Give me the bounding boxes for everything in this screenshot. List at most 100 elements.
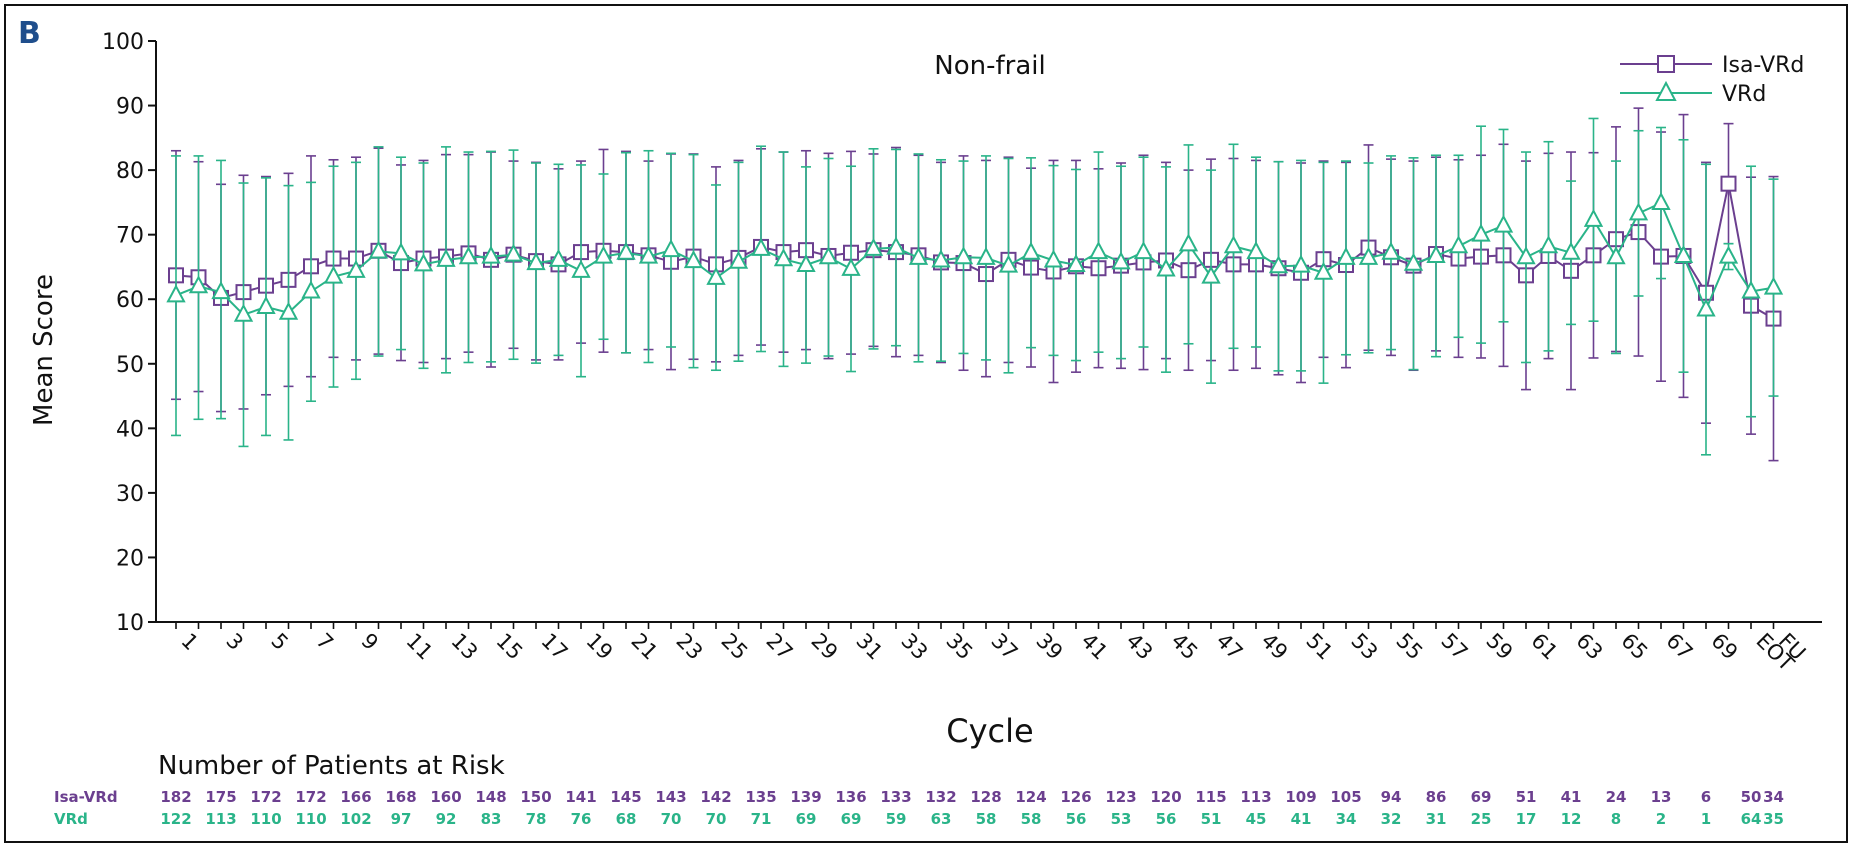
- at-risk-value: 34: [1763, 788, 1784, 806]
- at-risk-value: 139: [790, 788, 821, 806]
- at-risk-value: 113: [1240, 788, 1271, 806]
- at-risk-value: 70: [706, 810, 727, 828]
- data-point: [683, 250, 704, 269]
- at-risk-row: VRd 122 113 110 110 102 97 92 83 78 76 68 70 70 71 69 69…: [54, 810, 1784, 828]
- data-point: [503, 243, 524, 262]
- x-tick-label: 23: [671, 629, 707, 665]
- data-point: [953, 246, 974, 265]
- at-risk-value: 51: [1201, 810, 1222, 828]
- at-risk-value: 35: [1763, 810, 1784, 828]
- x-tick-label: 31: [851, 629, 887, 665]
- data-point: [413, 253, 434, 272]
- at-risk-value: 58: [976, 810, 997, 828]
- data-point: [706, 266, 726, 285]
- data-point: [886, 236, 906, 255]
- data-point: [1606, 246, 1626, 265]
- data-point: [1088, 240, 1109, 260]
- data-point: [1448, 235, 1469, 254]
- data-point: [1538, 235, 1559, 254]
- at-risk-header: Number of Patients at Risk: [158, 751, 505, 781]
- at-risk-value: 56: [1066, 810, 1087, 828]
- y-tick-label: 100: [102, 30, 144, 55]
- at-risk-value: 83: [481, 810, 502, 828]
- at-risk-value: 51: [1516, 788, 1537, 806]
- x-tick-label: 45: [1166, 629, 1202, 665]
- at-risk-row: Isa-VRd 182 175 172 172 166 168 160 148 150 141 145…: [54, 788, 1784, 806]
- x-tick-label: 17: [536, 629, 572, 665]
- data-point: [1763, 276, 1784, 295]
- at-risk-value: 58: [1021, 810, 1042, 828]
- at-risk-value: 148: [475, 788, 506, 806]
- x-tick-label: 27: [761, 629, 797, 665]
- at-risk-value: 145: [610, 788, 641, 806]
- at-risk-value: 128: [970, 788, 1001, 806]
- data-point: [548, 248, 569, 267]
- at-risk-value: 110: [250, 810, 281, 828]
- at-risk-value: 56: [1156, 810, 1177, 828]
- y-tick-label: 50: [116, 353, 144, 378]
- data-point: [1426, 244, 1446, 263]
- data-point: [323, 265, 344, 284]
- at-risk-value: 71: [751, 810, 772, 828]
- legend-label: VRd: [1722, 82, 1766, 107]
- at-risk-value: 68: [616, 810, 637, 828]
- x-tick-label: 11: [401, 629, 437, 665]
- y-axis-label: Mean Score: [29, 274, 59, 426]
- at-risk-value: 78: [526, 810, 547, 828]
- panel-letter: B: [18, 16, 41, 51]
- at-risk-value: 69: [841, 810, 862, 828]
- data-point: [1223, 235, 1244, 254]
- at-risk-value: 92: [436, 810, 457, 828]
- at-risk-row-label: VRd: [54, 810, 88, 828]
- at-risk-row-label: Isa-VRd: [54, 788, 118, 806]
- at-risk-value: 97: [391, 810, 412, 828]
- x-tick-label: 65: [1616, 629, 1652, 665]
- at-risk-value: 69: [1471, 788, 1492, 806]
- data-point: [1133, 240, 1154, 260]
- y-tick-label: 40: [116, 417, 144, 442]
- at-risk-value: 31: [1426, 810, 1447, 828]
- data-point: [1246, 240, 1266, 260]
- at-risk-value: 105: [1330, 788, 1361, 806]
- x-tick-label: 51: [1301, 629, 1337, 665]
- y-tick-label: 10: [116, 611, 144, 636]
- data-point: [998, 254, 1019, 273]
- legend-item: Isa-VRd: [1620, 53, 1804, 78]
- x-tick-label: 53: [1346, 629, 1382, 665]
- series-vrd: [166, 117, 1784, 456]
- at-risk-value: 17: [1516, 810, 1537, 828]
- x-tick-label: 5: [266, 629, 292, 655]
- data-point: [1021, 241, 1041, 260]
- data-point: [1201, 265, 1221, 284]
- data-point: [661, 239, 681, 258]
- at-risk-value: 123: [1105, 788, 1136, 806]
- x-tick-label: 67: [1661, 629, 1697, 665]
- x-tick-label: 41: [1076, 629, 1112, 665]
- y-tick-label: 80: [116, 159, 144, 184]
- x-tick-label: 29: [806, 629, 842, 665]
- data-point: [1403, 252, 1424, 271]
- data-point: [481, 245, 501, 264]
- data-point: [638, 245, 659, 264]
- data-point: [188, 275, 209, 294]
- x-tick-label: 49: [1256, 629, 1292, 665]
- data-point: [458, 246, 479, 265]
- data-point: [391, 242, 411, 261]
- data-point: [931, 249, 951, 268]
- data-point: [863, 237, 884, 256]
- x-tick-label: 15: [491, 629, 527, 665]
- x-tick-label: 7: [311, 629, 337, 655]
- x-tick-label: 19: [581, 629, 617, 665]
- data-point: [1718, 245, 1739, 264]
- data-point: [436, 248, 456, 267]
- at-risk-value: 59: [886, 810, 907, 828]
- x-tick-label: 13: [446, 629, 482, 665]
- data-point: [233, 303, 254, 322]
- data-point: [211, 280, 231, 300]
- data-point: [728, 250, 749, 269]
- at-risk-value: 168: [385, 788, 416, 806]
- figure-frame: [4, 4, 1848, 843]
- data-point: [1493, 214, 1514, 233]
- at-risk-value: 50: [1741, 788, 1762, 806]
